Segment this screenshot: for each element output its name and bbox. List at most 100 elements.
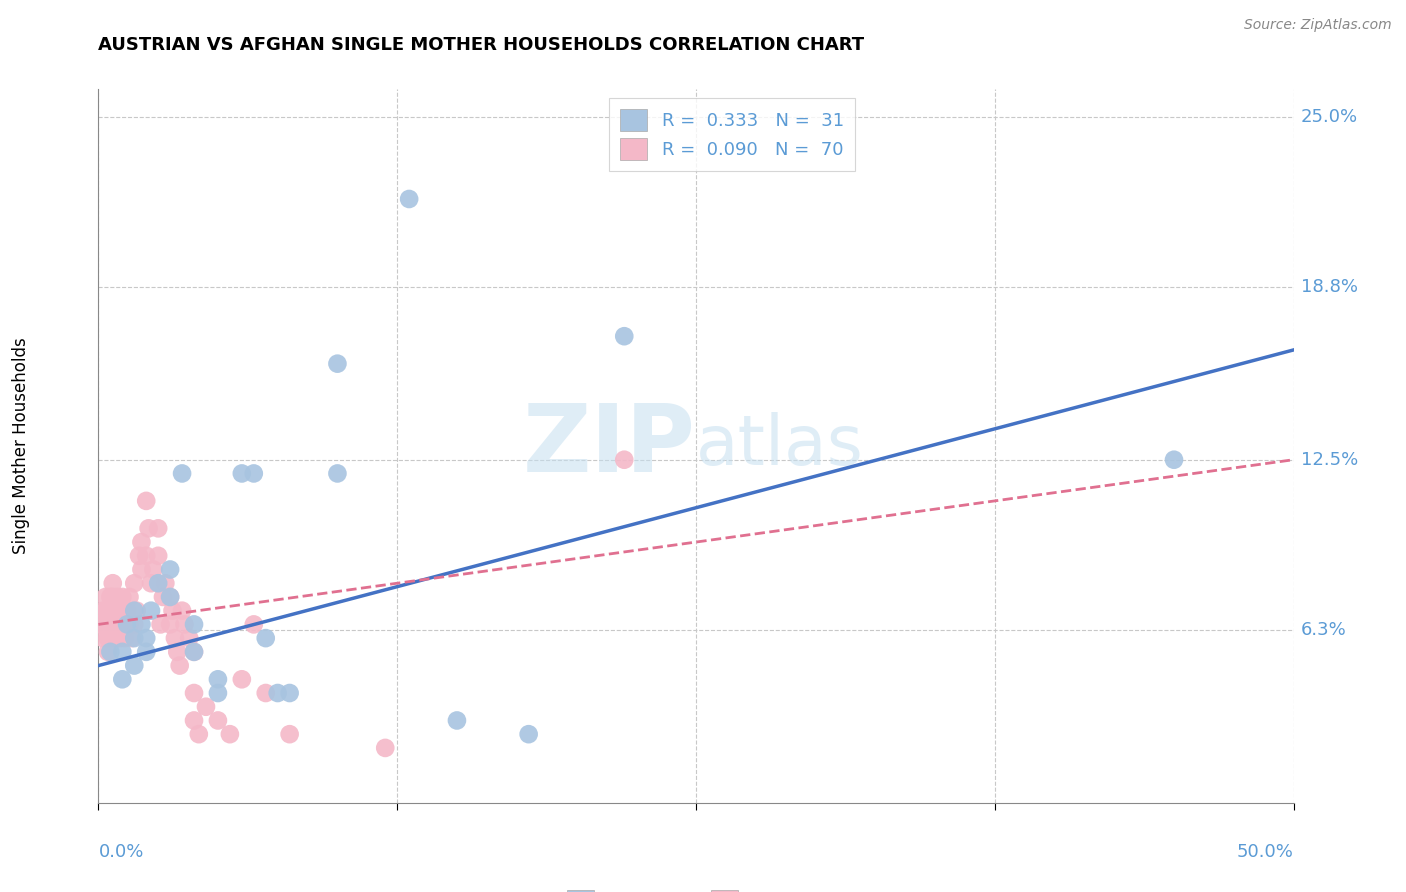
Point [159,562,181,576]
Point [187,727,209,741]
Point [111,617,134,632]
Point [183,645,205,659]
Point [108,617,131,632]
Point [207,673,229,687]
Point [101,590,124,604]
Point [183,617,205,632]
Point [242,467,264,481]
Point [98,590,122,604]
Point [107,617,129,632]
Point [446,714,468,728]
Text: atlas: atlas [696,412,863,480]
Point [94,590,117,604]
Point [104,617,127,632]
Point [124,576,146,591]
Text: ZIP: ZIP [523,400,696,492]
Point [131,535,153,549]
Point [231,467,253,481]
Point [108,631,131,645]
Point [152,590,174,604]
Point [125,604,148,618]
Point [173,617,195,632]
Point [90,617,112,632]
Point [183,686,205,700]
Point [613,329,636,343]
Point [326,357,349,371]
Point [101,617,124,632]
Text: AUSTRIAN VS AFGHAN SINGLE MOTHER HOUSEHOLDS CORRELATION CHART: AUSTRIAN VS AFGHAN SINGLE MOTHER HOUSEHO… [98,36,865,54]
Point [114,631,136,645]
Point [183,714,205,728]
Point [254,631,277,645]
Point [278,727,301,741]
Point [104,604,127,618]
Point [98,617,122,632]
Point [111,590,134,604]
Point [194,699,217,714]
Point [148,521,170,535]
Point [115,604,138,618]
Point [159,590,181,604]
Point [148,576,170,591]
Point [101,576,124,591]
Point [107,604,129,618]
Point [162,604,184,618]
Point [94,604,117,618]
Point [138,521,160,535]
Point [131,617,153,632]
Point [166,645,188,659]
Point [169,658,191,673]
Point [111,673,134,687]
Point [104,631,127,645]
Point [135,631,157,645]
Text: Source: ZipAtlas.com: Source: ZipAtlas.com [1244,18,1392,32]
Point [118,590,141,604]
Point [98,645,122,659]
Point [207,714,229,728]
Point [149,617,172,632]
Text: Single Mother Households: Single Mother Households [13,338,30,554]
Point [1163,452,1185,467]
Point [139,604,162,618]
Point [91,604,114,618]
Point [124,617,146,632]
Point [517,727,540,741]
Point [142,562,165,576]
Point [148,549,170,563]
Point [207,686,229,700]
Point [219,727,242,741]
Point [242,617,264,632]
Point [613,452,636,467]
Point [183,645,205,659]
Point [121,631,143,645]
Text: 25.0%: 25.0% [1301,108,1358,126]
Point [179,631,201,645]
Point [118,617,141,632]
Point [139,576,162,591]
Point [398,192,420,206]
Point [111,617,134,632]
Point [135,494,157,508]
Point [124,658,146,673]
Point [124,631,146,645]
Point [111,645,134,659]
Point [163,631,186,645]
Point [135,645,157,659]
Text: 12.5%: 12.5% [1301,450,1358,468]
Point [97,631,120,645]
Point [172,467,194,481]
Point [94,617,117,632]
Point [97,645,120,659]
Point [91,631,114,645]
Point [115,617,138,632]
Point [128,549,150,563]
Point [135,549,157,563]
Point [231,673,253,687]
Text: 0.0%: 0.0% [98,843,143,861]
Point [124,604,146,618]
Point [107,590,129,604]
Point [326,467,349,481]
Point [172,604,194,618]
Point [98,604,122,618]
Point [111,604,134,618]
